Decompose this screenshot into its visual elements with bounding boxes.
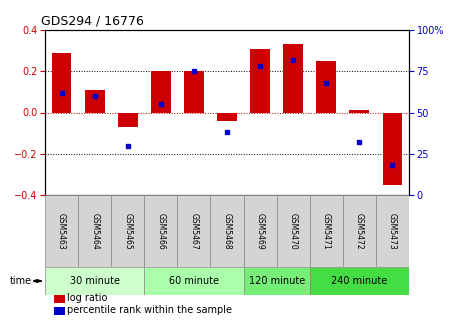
Bar (45, 195, 78, 267)
Bar (111, 195, 144, 267)
Bar (283, 44, 303, 113)
Bar (310, 195, 343, 267)
Bar (45, 267, 144, 295)
Bar (85, 90, 105, 113)
Text: GSM5466: GSM5466 (156, 213, 165, 249)
Bar (211, 195, 243, 267)
Bar (243, 195, 277, 267)
Text: 120 minute: 120 minute (248, 276, 305, 286)
Text: GDS294 / 16776: GDS294 / 16776 (40, 15, 143, 28)
Text: GSM5472: GSM5472 (355, 213, 364, 249)
Text: GSM5473: GSM5473 (388, 213, 397, 249)
Bar (52, 53, 71, 113)
Text: GSM5464: GSM5464 (90, 213, 99, 249)
Text: percentile rank within the sample: percentile rank within the sample (67, 305, 233, 315)
Text: 240 minute: 240 minute (331, 276, 387, 286)
Text: GSM5470: GSM5470 (289, 213, 298, 249)
Bar (243, 267, 310, 295)
Bar (177, 195, 211, 267)
Text: GSM5471: GSM5471 (322, 213, 331, 249)
Text: log ratio: log ratio (67, 293, 108, 303)
Bar (184, 71, 204, 113)
Bar (144, 195, 177, 267)
Text: time: time (9, 276, 31, 286)
Bar (277, 195, 310, 267)
Bar (349, 111, 369, 113)
Text: GSM5465: GSM5465 (123, 213, 132, 249)
Bar (151, 71, 171, 113)
Bar (250, 49, 270, 113)
Text: 30 minute: 30 minute (70, 276, 119, 286)
Text: GSM5469: GSM5469 (255, 213, 264, 249)
Bar (217, 113, 237, 121)
Text: GSM5468: GSM5468 (223, 213, 232, 249)
Text: GSM5463: GSM5463 (57, 213, 66, 249)
Bar (343, 195, 376, 267)
Bar (383, 113, 402, 185)
Bar (310, 267, 409, 295)
Bar (144, 267, 243, 295)
Bar (317, 61, 336, 113)
Bar (118, 113, 138, 127)
Text: GSM5467: GSM5467 (189, 213, 198, 249)
Bar (78, 195, 111, 267)
Text: 60 minute: 60 minute (169, 276, 219, 286)
Bar (376, 195, 409, 267)
